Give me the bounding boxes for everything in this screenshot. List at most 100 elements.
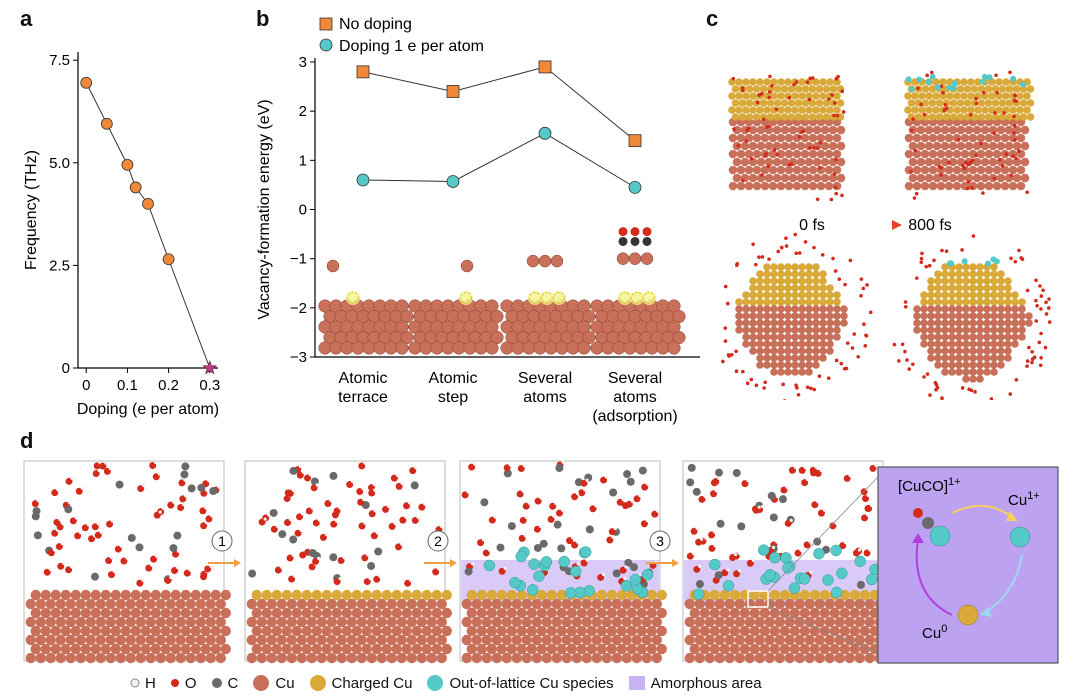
- cu-atom: [924, 173, 934, 183]
- vacancy-highlight: [346, 291, 360, 305]
- cu-atom: [960, 149, 970, 159]
- cu-atom: [824, 616, 835, 628]
- c-atom: [464, 567, 473, 576]
- cu-atom: [770, 305, 778, 313]
- cu-atom: [699, 625, 710, 637]
- legend-label-no-doping: No doping: [339, 16, 412, 33]
- c-atom: [922, 517, 934, 529]
- o-atom: [941, 90, 945, 95]
- o-atom: [517, 464, 525, 472]
- cu-atom: [656, 643, 667, 655]
- o-atom: [776, 249, 781, 254]
- cu-atom: [155, 634, 166, 646]
- c-atom: [687, 463, 696, 472]
- h-atom: [56, 488, 60, 492]
- o-atom: [774, 107, 779, 112]
- cu-atom: [684, 652, 695, 664]
- cu-atom: [754, 616, 765, 628]
- o-atom: [994, 73, 998, 78]
- cu-atom: [756, 347, 764, 355]
- charged-cu-atom: [918, 106, 926, 114]
- cu-atom: [521, 634, 532, 646]
- cu-atom: [452, 341, 466, 355]
- cu-atom: [401, 625, 412, 637]
- cu-atom: [1018, 319, 1026, 327]
- o-atom: [695, 538, 703, 546]
- o-atom: [794, 80, 799, 84]
- cu-atom: [819, 333, 827, 341]
- o-atom: [418, 503, 426, 511]
- charged-cu-atom: [798, 284, 806, 292]
- cu-atom: [784, 652, 795, 664]
- cu-atom: [990, 354, 998, 362]
- cu-atom: [1025, 312, 1033, 320]
- out-of-lattice-cu: [822, 574, 834, 586]
- cu-atom: [962, 326, 970, 334]
- cu-atom: [501, 616, 512, 628]
- cu-atom: [100, 643, 111, 655]
- cu-atom: [430, 341, 444, 355]
- cu-atom: [65, 598, 76, 610]
- cu-atom: [1016, 181, 1026, 191]
- h-atom: [844, 540, 848, 545]
- o-atom: [812, 245, 816, 250]
- charged-cu-atom: [998, 85, 1007, 93]
- cu-atom: [45, 598, 56, 610]
- cu-atom: [735, 326, 743, 334]
- cu-atom: [386, 598, 397, 610]
- cu-atom: [386, 634, 397, 646]
- cu-atom: [461, 652, 472, 664]
- c-atom: [642, 236, 652, 246]
- cu-atom: [396, 634, 407, 646]
- charged-cu-atom: [763, 284, 771, 292]
- o-atom: [754, 262, 758, 267]
- h-atom: [602, 572, 606, 577]
- h-atom: [291, 488, 296, 493]
- o-atom: [589, 505, 597, 513]
- h-atom: [338, 506, 342, 510]
- out-of-lattice-cu: [540, 556, 553, 568]
- h-atom: [373, 488, 377, 492]
- cu-atom: [814, 652, 825, 664]
- o-atom: [357, 498, 365, 506]
- cu-atom: [968, 165, 978, 175]
- cu-atom: [611, 652, 622, 664]
- o-atom: [805, 385, 810, 390]
- y-tick-label: 2.5: [49, 257, 70, 274]
- cu-atom: [869, 625, 880, 637]
- o-atom: [841, 110, 846, 114]
- h-atom: [366, 553, 370, 557]
- cu-atom: [976, 181, 986, 191]
- cu-atom: [75, 634, 86, 646]
- o-atom: [845, 341, 850, 345]
- cu-atom: [934, 354, 942, 362]
- out-of-lattice-cu: [830, 544, 842, 557]
- cu-atom: [742, 326, 750, 334]
- cu-atom: [611, 598, 622, 610]
- o-atom: [114, 545, 122, 553]
- o-atom: [829, 522, 837, 530]
- charged-cu-atom: [770, 270, 778, 278]
- charged-cu-atom: [997, 277, 1005, 285]
- cu-atom: [1018, 333, 1026, 341]
- cu-atom: [571, 598, 582, 610]
- charged-cu-atom: [942, 113, 951, 121]
- h-atom: [585, 558, 589, 562]
- cu-atom: [824, 133, 834, 143]
- cu-atom: [756, 326, 764, 334]
- simulation-frame-4: [682, 460, 890, 664]
- charged-cu-atom: [759, 99, 768, 107]
- charged-cu-atom: [798, 298, 806, 306]
- cu-atom: [45, 652, 56, 664]
- cu-atom: [932, 173, 942, 183]
- cu-atom: [983, 354, 991, 362]
- charged-cu-atom: [756, 298, 764, 306]
- h-atom: [775, 494, 780, 498]
- o-atom: [745, 128, 750, 133]
- cu-atom: [955, 319, 963, 327]
- cu-atom: [812, 333, 820, 341]
- o-atom: [830, 92, 834, 97]
- cu-atom: [1004, 326, 1012, 334]
- cu-atom: [689, 607, 700, 619]
- cu-atom: [50, 607, 61, 619]
